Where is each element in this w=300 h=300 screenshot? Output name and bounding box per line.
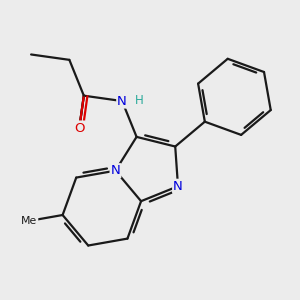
Text: H: H	[134, 94, 143, 107]
Text: N: N	[111, 164, 120, 177]
Text: O: O	[74, 122, 85, 134]
Text: N: N	[173, 180, 183, 193]
Text: Me: Me	[21, 216, 38, 226]
Text: N: N	[117, 94, 127, 108]
